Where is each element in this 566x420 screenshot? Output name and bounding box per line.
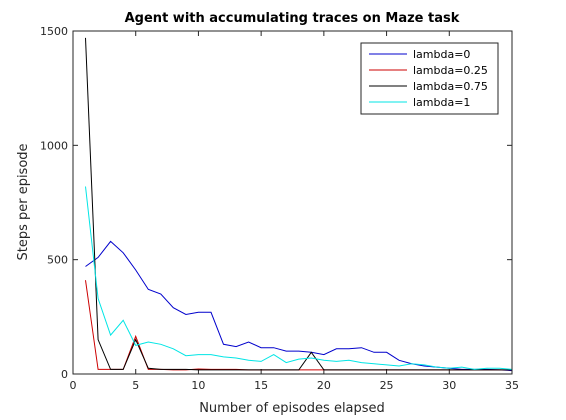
y-tick-label: 1000 — [40, 139, 68, 152]
y-tick-label: 500 — [47, 254, 68, 267]
x-tick-label: 25 — [380, 379, 394, 392]
chart-title: Agent with accumulating traces on Maze t… — [125, 11, 460, 26]
series-line-3 — [85, 186, 513, 370]
x-tick-label: 15 — [254, 379, 268, 392]
series-lines — [85, 37, 513, 372]
legend: lambda=0 lambda=0.25 lambda=0.75 lambda=1 — [360, 42, 499, 115]
y-tick-label: 0 — [61, 368, 68, 381]
x-tick-label: 0 — [70, 379, 77, 392]
series-line-2 — [85, 37, 512, 371]
legend-entry-label: lambda=0.25 — [413, 64, 488, 77]
x-tick-label: 5 — [132, 379, 139, 392]
legend-entry-label: lambda=0 — [413, 48, 470, 61]
x-tick-label: 10 — [191, 379, 205, 392]
x-tick-label: 30 — [442, 379, 456, 392]
legend-entry-label: lambda=1 — [413, 96, 470, 109]
plot-area-frame — [72, 30, 513, 375]
legend-entry-label: lambda=0.75 — [413, 80, 488, 93]
y-axis-label: Steps per episode — [16, 143, 31, 260]
y-tick-label: 1500 — [40, 25, 68, 38]
x-tick-label: 35 — [505, 379, 519, 392]
x-axis-label: Number of episodes elapsed — [199, 401, 385, 416]
x-tick-label: 20 — [317, 379, 331, 392]
axis-ticks: 0 5 10 15 20 25 30 35 0 500 1000 1500 — [40, 25, 519, 392]
